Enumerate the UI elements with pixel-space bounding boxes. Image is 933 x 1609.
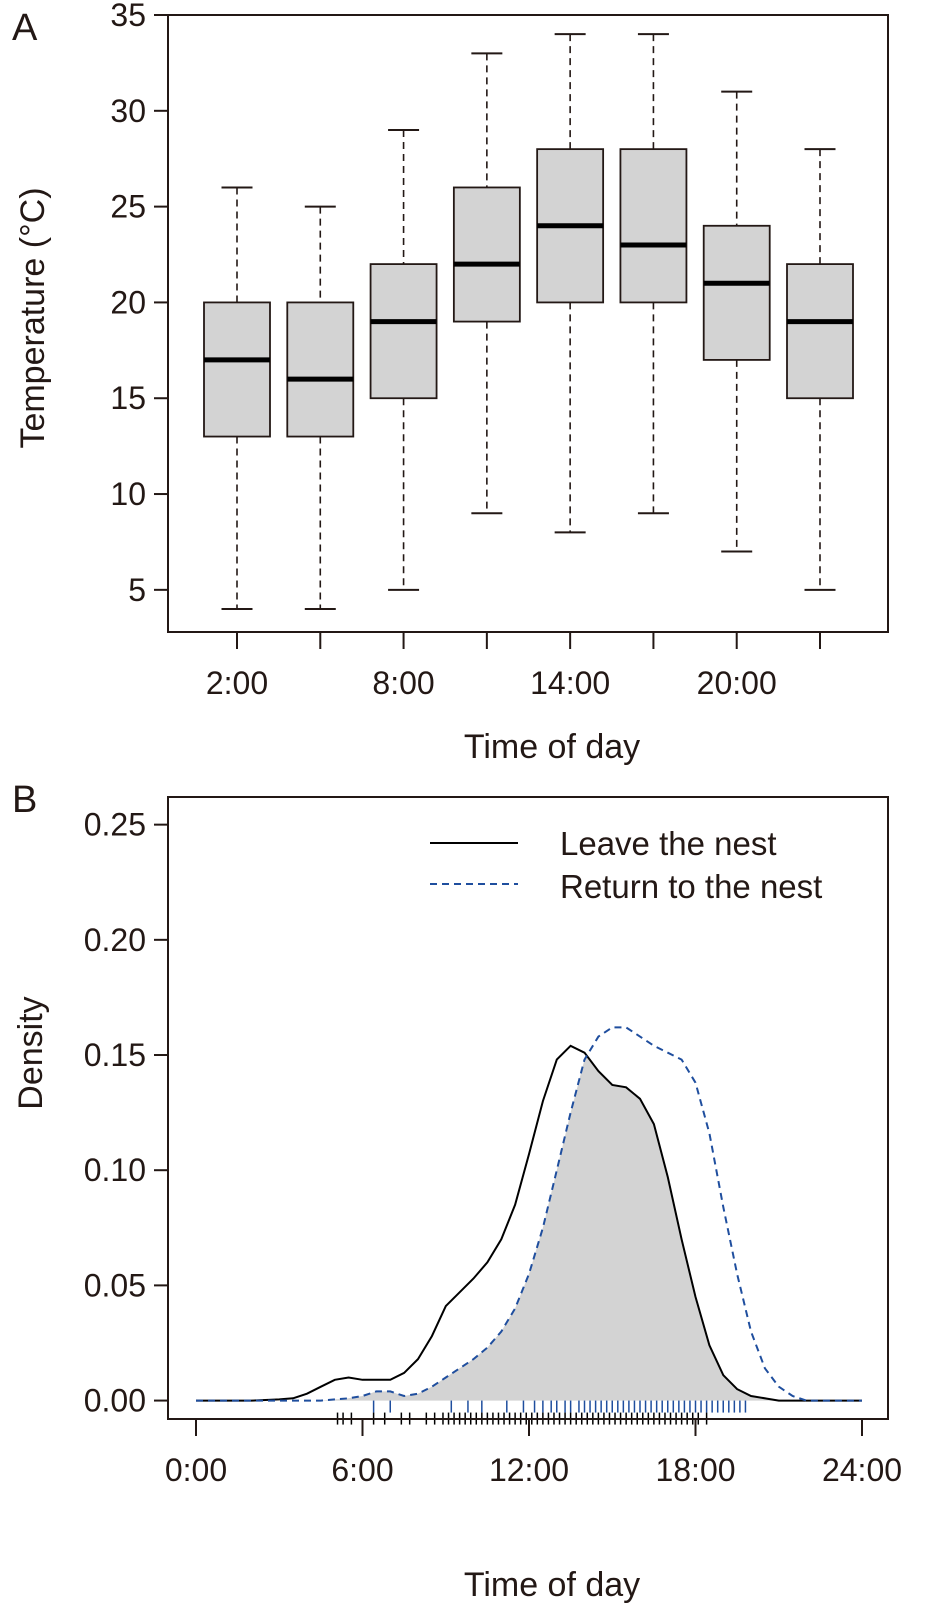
box-iqr: [619, 148, 688, 304]
overlap-area: [196, 1056, 862, 1401]
panel-a-x-axis: 2:00 8:00 14:00 20:00: [206, 632, 821, 701]
y-tick-label: 0.15: [84, 1037, 146, 1073]
legend: Leave the nest Return to the nest: [430, 825, 822, 905]
series-line-return-to-the-nest: [196, 1026, 862, 1402]
panel-b-x-axis: 0:00 6:00 12:00 18:00 24:00: [165, 1419, 902, 1488]
box-iqr: [286, 301, 355, 438]
x-tick-label: 8:00: [372, 665, 434, 701]
panel-b-rugs: [336, 1400, 747, 1425]
y-tick-label: 15: [110, 380, 146, 416]
x-tick-label: 18:00: [655, 1452, 735, 1488]
panel-a: A 5 10 15 20 25 30 35 2:00 8:00 14:00 20:00 Time …: [12, 0, 889, 766]
x-tick-label: 20:00: [697, 665, 777, 701]
y-tick-label: 0.00: [84, 1383, 146, 1419]
panel-b: B 0.00 0.05 0.10 0.15 0.20 0.25 0:00 6:00 12:00…: [12, 779, 902, 1604]
panel-b-x-axis-title: Time of day: [464, 1566, 640, 1604]
panel-a-x-axis-title: Time of day: [464, 728, 640, 766]
panel-label-a: A: [12, 7, 38, 49]
box-14-00: [536, 33, 605, 534]
y-tick-label: 0.20: [84, 922, 146, 958]
box-17-00: [619, 33, 688, 515]
box-iqr: [786, 263, 854, 400]
box-11-00: [452, 52, 521, 515]
box-iqr: [369, 263, 438, 400]
x-tick-label: 24:00: [822, 1452, 902, 1488]
panel-b-y-axis-title: Density: [12, 996, 50, 1109]
legend-label-leave-the-nest: Leave the nest: [560, 825, 777, 862]
y-tick-label: 10: [110, 476, 146, 512]
x-tick-label: 0:00: [165, 1452, 227, 1488]
panel-a-boxes: [203, 33, 854, 611]
y-tick-label: 20: [110, 284, 146, 320]
y-tick-label: 0.05: [84, 1267, 146, 1303]
y-tick-label: 0.10: [84, 1152, 146, 1188]
panel-a-y-axis: 5 10 15 20 25 30 35: [110, 0, 168, 608]
y-tick-label: 30: [110, 93, 146, 129]
y-tick-label: 25: [110, 189, 146, 225]
y-tick-label: 35: [110, 0, 146, 33]
box-8-00: [369, 128, 438, 591]
panel-a-plot-frame: [167, 14, 889, 633]
y-tick-label: 5: [128, 572, 146, 608]
box-iqr: [203, 301, 271, 438]
x-tick-label: 12:00: [489, 1452, 569, 1488]
x-tick-label: 14:00: [530, 665, 610, 701]
box-iqr: [702, 224, 771, 361]
box-iqr: [452, 186, 521, 323]
x-tick-label: 2:00: [206, 665, 268, 701]
x-tick-label: 6:00: [331, 1452, 393, 1488]
panel-b-y-axis: 0.00 0.05 0.10 0.15 0.20 0.25: [84, 807, 168, 1419]
series-line-leave-the-nest: [196, 1044, 862, 1402]
legend-label-return-to-the-nest: Return to the nest: [560, 868, 822, 905]
panel-label-b: B: [12, 779, 37, 821]
box-20-00: [702, 90, 771, 553]
box-23-00: [786, 148, 854, 591]
box-2-00: [203, 186, 271, 611]
y-tick-label: 0.25: [84, 807, 146, 843]
box-5-00: [286, 205, 355, 611]
panel-a-y-axis-title: Temperature (°C): [14, 187, 52, 448]
